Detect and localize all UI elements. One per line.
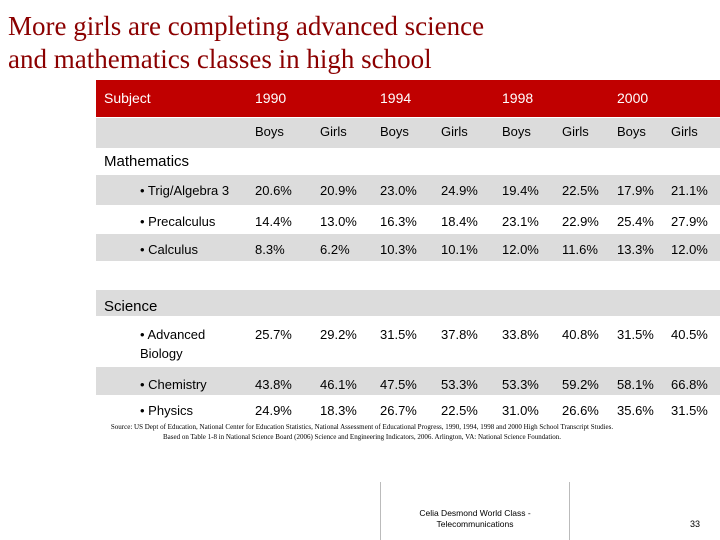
year-header: 1994 bbox=[380, 90, 412, 106]
table-row-band bbox=[96, 175, 720, 205]
footer-line-1: Celia Desmond World Class - bbox=[419, 508, 531, 518]
table-row-band bbox=[96, 148, 720, 175]
title-line-1: More girls are completing advanced scien… bbox=[8, 11, 485, 41]
table-cell: 29.2% bbox=[320, 327, 357, 342]
sex-header: Boys bbox=[380, 124, 409, 139]
table-cell: 6.2% bbox=[320, 242, 350, 257]
title-line-2: and mathematics classes in high school bbox=[8, 44, 432, 74]
row-label: • Trig/Algebra 3 bbox=[140, 183, 230, 198]
table-cell: 21.1% bbox=[671, 183, 708, 198]
table-cell: 47.5% bbox=[380, 377, 417, 392]
footer: Celia Desmond World Class - Telecommunic… bbox=[380, 508, 570, 530]
sex-header: Girls bbox=[671, 124, 698, 139]
table-cell: 17.9% bbox=[617, 183, 654, 198]
table-cell: 37.8% bbox=[441, 327, 478, 342]
table-row-band bbox=[96, 205, 720, 234]
row-label: • Advanced Biology bbox=[140, 327, 206, 361]
table-cell: 19.4% bbox=[502, 183, 539, 198]
table-row-band bbox=[96, 395, 720, 425]
table-cell: 12.0% bbox=[671, 242, 708, 257]
table-row-band bbox=[96, 316, 720, 367]
table-cell: 25.4% bbox=[617, 214, 654, 229]
table-cell: 16.3% bbox=[380, 214, 417, 229]
table-cell: 33.8% bbox=[502, 327, 539, 342]
table-cell: 40.8% bbox=[562, 327, 599, 342]
row-label: • Chemistry bbox=[140, 377, 207, 392]
table-header-band bbox=[96, 80, 720, 117]
table-cell: 24.9% bbox=[255, 403, 292, 418]
table-cell: 23.0% bbox=[380, 183, 417, 198]
table-cell: 31.5% bbox=[617, 327, 654, 342]
table-cell: 53.3% bbox=[502, 377, 539, 392]
table-cell: 27.9% bbox=[671, 214, 708, 229]
year-header: 2000 bbox=[617, 90, 649, 106]
table-row-band bbox=[96, 118, 720, 148]
table-cell: 58.1% bbox=[617, 377, 654, 392]
table-cell: 26.6% bbox=[562, 403, 599, 418]
table-cell: 20.9% bbox=[320, 183, 357, 198]
table-row-band bbox=[96, 234, 720, 261]
table-cell: 11.6% bbox=[562, 242, 598, 257]
table-cell: 22.9% bbox=[562, 214, 599, 229]
sex-header: Girls bbox=[562, 124, 589, 139]
footer-divider bbox=[380, 482, 570, 540]
table-cell: 53.3% bbox=[441, 377, 478, 392]
row-label: • Calculus bbox=[140, 242, 199, 257]
table-row-band bbox=[96, 261, 720, 290]
page-number: 33 bbox=[690, 519, 701, 529]
table-cell: 22.5% bbox=[441, 403, 478, 418]
table-cell: 18.4% bbox=[441, 214, 478, 229]
row-label: • Physics bbox=[140, 403, 193, 418]
year-header: 1998 bbox=[502, 90, 534, 106]
table-cell: 18.3% bbox=[320, 403, 357, 418]
table-cell: 25.7% bbox=[255, 327, 292, 342]
source-line-2: Based on Table 1-8 in National Science B… bbox=[162, 433, 562, 441]
table-cell: 13.3% bbox=[617, 242, 654, 257]
source-note: Source: US Dept of Education, National C… bbox=[62, 422, 662, 442]
section-label: Science bbox=[104, 298, 158, 315]
table-cell: 8.3% bbox=[255, 242, 285, 257]
subject-header: Subject bbox=[104, 90, 151, 106]
table-cell: 31.0% bbox=[502, 403, 539, 418]
table-row-band bbox=[96, 290, 720, 316]
sex-header: Boys bbox=[617, 124, 646, 139]
sex-header: Girls bbox=[441, 124, 468, 139]
table-cell: 40.5% bbox=[671, 327, 708, 342]
sex-header: Boys bbox=[255, 124, 284, 139]
source-line-1: Source: US Dept of Education, National C… bbox=[110, 423, 614, 431]
slide-title: More girls are completing advanced scien… bbox=[8, 10, 484, 76]
table-cell: 31.5% bbox=[671, 403, 708, 418]
table-cell: 31.5% bbox=[380, 327, 417, 342]
footer-line-2: Telecommunications bbox=[436, 519, 514, 529]
table-cell: 12.0% bbox=[502, 242, 539, 257]
row-label: • Precalculus bbox=[140, 214, 216, 229]
table-cell: 23.1% bbox=[502, 214, 539, 229]
section-label: Mathematics bbox=[104, 153, 190, 170]
table-cell: 66.8% bbox=[671, 377, 708, 392]
table-cell: 46.1% bbox=[320, 377, 357, 392]
table-cell: 35.6% bbox=[617, 403, 654, 418]
table-cell: 26.7% bbox=[380, 403, 417, 418]
table-cell: 13.0% bbox=[320, 214, 357, 229]
table-cell: 24.9% bbox=[441, 183, 478, 198]
table-cell: 10.1% bbox=[441, 242, 478, 257]
table-row-band bbox=[96, 367, 720, 395]
table-cell: 10.3% bbox=[380, 242, 417, 257]
table-cell: 20.6% bbox=[255, 183, 292, 198]
table-cell: 59.2% bbox=[562, 377, 599, 392]
sex-header: Boys bbox=[502, 124, 531, 139]
sex-header: Girls bbox=[320, 124, 347, 139]
table-cell: 22.5% bbox=[562, 183, 599, 198]
table-cell: 43.8% bbox=[255, 377, 292, 392]
table-cell: 14.4% bbox=[255, 214, 292, 229]
year-header: 1990 bbox=[255, 90, 287, 106]
